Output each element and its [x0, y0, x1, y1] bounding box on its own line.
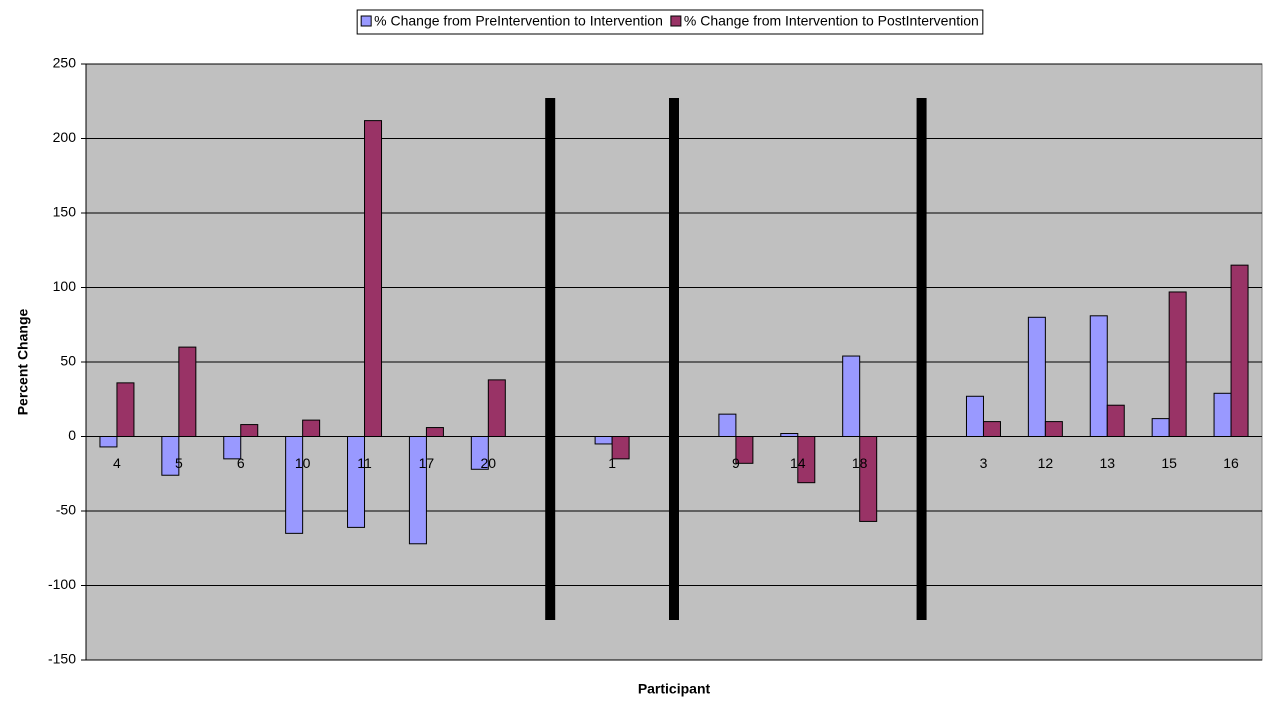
bar: [116, 382, 135, 437]
x-tick-label: 16: [1223, 455, 1239, 471]
bar: [408, 436, 427, 545]
x-tick-label: 9: [732, 455, 740, 471]
bar: [302, 419, 321, 437]
bar: [1168, 291, 1187, 437]
bar: [285, 436, 304, 534]
bar: [470, 436, 489, 470]
x-tick-label: 4: [113, 455, 121, 471]
bar: [178, 346, 197, 438]
x-tick-label: 14: [790, 455, 806, 471]
x-tick-label: 17: [419, 455, 435, 471]
bar: [425, 427, 444, 437]
bar: [735, 436, 754, 464]
x-tick-label: 3: [980, 455, 988, 471]
bar: [1089, 315, 1108, 437]
bar: [982, 421, 1001, 438]
bar: [1151, 418, 1170, 437]
x-tick-label: 18: [852, 455, 868, 471]
x-tick-label: 13: [1099, 455, 1115, 471]
x-tick-label: 15: [1161, 455, 1177, 471]
bar: [611, 436, 630, 460]
bar: [718, 413, 737, 437]
bar: [780, 433, 799, 437]
bar: [240, 424, 259, 437]
legend-swatch: [360, 15, 372, 27]
y-axis-title: Percent Change: [15, 308, 31, 415]
y-tick-label: 100: [53, 278, 77, 294]
x-tick-label: 11: [357, 455, 372, 471]
bar: [99, 436, 118, 448]
bar: [364, 120, 383, 438]
bar: [1230, 264, 1249, 437]
y-tick-label: 0: [68, 427, 76, 443]
bar: [1106, 404, 1125, 437]
y-tick-label: 250: [53, 55, 77, 71]
x-tick-label: 1: [608, 455, 616, 471]
separator: [545, 98, 556, 620]
legend-label: % Change from PreIntervention to Interve…: [374, 13, 663, 29]
x-tick-label: 6: [237, 455, 245, 471]
y-tick-label: -150: [48, 651, 76, 667]
bar: [1213, 392, 1232, 438]
bar: [859, 436, 878, 522]
y-tick-label: -100: [48, 576, 76, 592]
x-tick-label: 5: [175, 455, 183, 471]
bar: [487, 379, 506, 438]
legend: % Change from PreIntervention to Interve…: [356, 9, 984, 35]
bar: [347, 436, 366, 528]
separator: [916, 98, 927, 620]
x-tick-label: 10: [295, 455, 311, 471]
legend-box: [356, 9, 984, 35]
bar: [797, 436, 816, 484]
legend-swatch: [670, 15, 682, 27]
x-axis-title: Participant: [638, 681, 711, 697]
bar: [161, 436, 180, 476]
bar: [1044, 421, 1063, 438]
bar: [1027, 316, 1046, 437]
y-tick-label: -50: [56, 502, 76, 518]
x-tick-label: 12: [1038, 455, 1054, 471]
bar: [965, 395, 984, 437]
bar: [594, 436, 613, 445]
y-tick-label: 200: [53, 129, 77, 145]
separator: [669, 98, 679, 620]
legend-label: % Change from Intervention to PostInterv…: [684, 13, 979, 29]
y-tick-label: 150: [53, 204, 77, 220]
x-tick-label: 20: [481, 455, 497, 471]
bar: [223, 436, 242, 460]
bar: [842, 355, 861, 438]
y-tick-label: 50: [60, 353, 76, 369]
